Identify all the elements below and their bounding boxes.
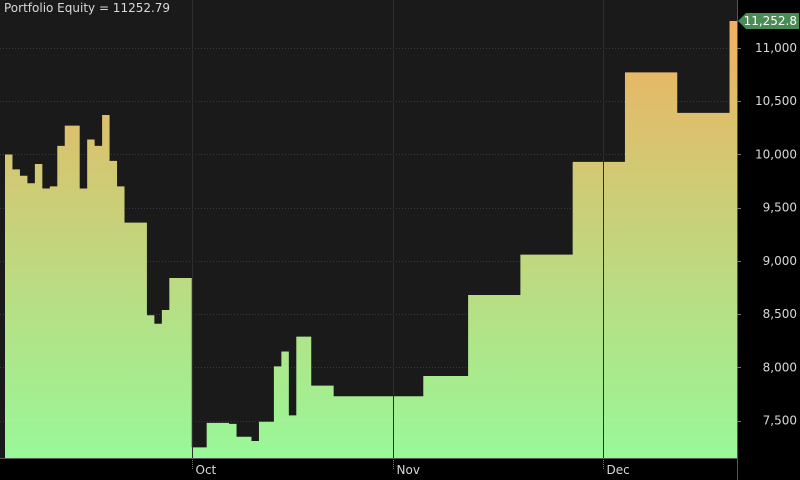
y-tick-label: 8,500 — [763, 307, 797, 321]
y-tick-label: 7,500 — [763, 414, 797, 428]
x-tick-label: Oct — [196, 463, 217, 477]
chart-title: Portfolio Equity = 11252.79 — [4, 1, 170, 15]
last-value-marker: 11,252.8 — [738, 13, 799, 30]
y-tick-label: 11,000 — [755, 41, 797, 55]
y-tick-label: 10,000 — [755, 147, 797, 161]
y-tick-label: 9,500 — [763, 201, 797, 215]
last-value-badge — [738, 13, 799, 30]
x-tick-label: Nov — [397, 463, 420, 477]
last-value-label: 11,252.8 — [744, 14, 797, 28]
y-tick-label: 10,500 — [755, 94, 797, 108]
x-axis-ticks: Oct Nov Dec — [192, 458, 630, 477]
y-tick-label: 8,000 — [763, 360, 797, 374]
x-tick-label: Dec — [607, 463, 630, 477]
month-dividers — [192, 0, 604, 458]
equity-area — [5, 21, 737, 458]
y-axis-ticks: 7,500 8,000 8,500 9,000 9,500 10,000 10,500 11,… — [737, 41, 797, 428]
y-tick-label: 9,000 — [763, 254, 797, 268]
